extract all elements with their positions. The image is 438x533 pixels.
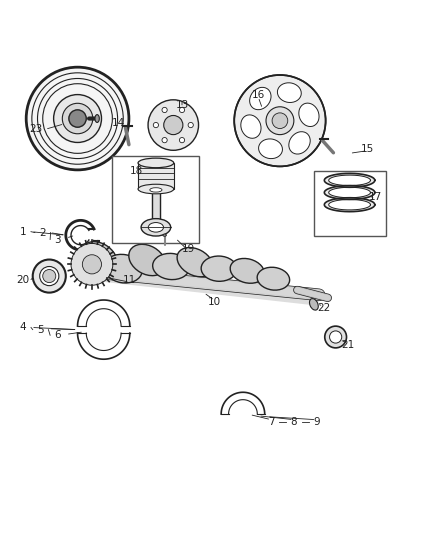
- Text: 1: 1: [20, 227, 26, 237]
- Circle shape: [329, 331, 342, 343]
- Ellipse shape: [163, 234, 166, 236]
- Text: 6: 6: [55, 330, 61, 340]
- Circle shape: [180, 138, 185, 143]
- Ellipse shape: [257, 267, 290, 290]
- Ellipse shape: [258, 139, 283, 159]
- Circle shape: [180, 107, 185, 112]
- Circle shape: [43, 270, 56, 282]
- Ellipse shape: [138, 184, 174, 194]
- Ellipse shape: [150, 188, 162, 192]
- Circle shape: [266, 107, 294, 135]
- Circle shape: [53, 94, 102, 142]
- Ellipse shape: [138, 158, 174, 168]
- Ellipse shape: [250, 87, 271, 110]
- Circle shape: [40, 266, 59, 286]
- Text: 21: 21: [341, 340, 354, 350]
- Circle shape: [162, 107, 167, 112]
- Text: 5: 5: [37, 325, 44, 335]
- Text: 9: 9: [313, 417, 320, 427]
- Ellipse shape: [148, 223, 163, 232]
- Circle shape: [71, 244, 113, 285]
- Text: 11: 11: [123, 276, 136, 286]
- Text: 15: 15: [360, 144, 374, 154]
- Ellipse shape: [241, 115, 261, 138]
- Bar: [138, 163, 174, 189]
- Circle shape: [69, 110, 86, 127]
- Circle shape: [188, 123, 193, 128]
- Ellipse shape: [153, 253, 190, 280]
- Text: 20: 20: [17, 274, 30, 285]
- Text: 2: 2: [39, 228, 46, 238]
- Ellipse shape: [129, 244, 166, 276]
- Circle shape: [82, 255, 102, 274]
- Text: 13: 13: [175, 100, 189, 110]
- Ellipse shape: [230, 259, 265, 283]
- Text: 17: 17: [369, 192, 382, 202]
- Circle shape: [162, 138, 167, 143]
- Circle shape: [33, 260, 66, 293]
- Text: 16: 16: [251, 90, 265, 100]
- Ellipse shape: [104, 254, 142, 283]
- Ellipse shape: [201, 256, 237, 281]
- Text: 18: 18: [130, 166, 143, 176]
- Text: 4: 4: [20, 322, 26, 333]
- Circle shape: [62, 103, 93, 134]
- Ellipse shape: [310, 298, 318, 310]
- Ellipse shape: [81, 241, 117, 274]
- Text: 22: 22: [317, 303, 330, 313]
- Circle shape: [148, 100, 198, 150]
- Circle shape: [26, 67, 129, 170]
- Ellipse shape: [141, 219, 171, 236]
- Circle shape: [325, 326, 346, 348]
- Text: 7: 7: [268, 417, 275, 427]
- Circle shape: [234, 75, 325, 166]
- FancyBboxPatch shape: [314, 171, 386, 236]
- Circle shape: [153, 123, 159, 128]
- Ellipse shape: [177, 247, 213, 277]
- Ellipse shape: [289, 132, 310, 154]
- Ellipse shape: [95, 115, 99, 123]
- Text: 10: 10: [208, 297, 221, 307]
- Text: 19: 19: [182, 244, 195, 254]
- Text: 3: 3: [55, 235, 61, 245]
- Text: 14: 14: [112, 118, 126, 128]
- Ellipse shape: [299, 103, 319, 126]
- Circle shape: [164, 116, 183, 135]
- FancyBboxPatch shape: [113, 156, 199, 243]
- Text: 23: 23: [30, 124, 43, 134]
- Text: 8: 8: [290, 417, 297, 427]
- Ellipse shape: [277, 83, 301, 102]
- FancyArrowPatch shape: [82, 271, 312, 297]
- Circle shape: [272, 113, 288, 128]
